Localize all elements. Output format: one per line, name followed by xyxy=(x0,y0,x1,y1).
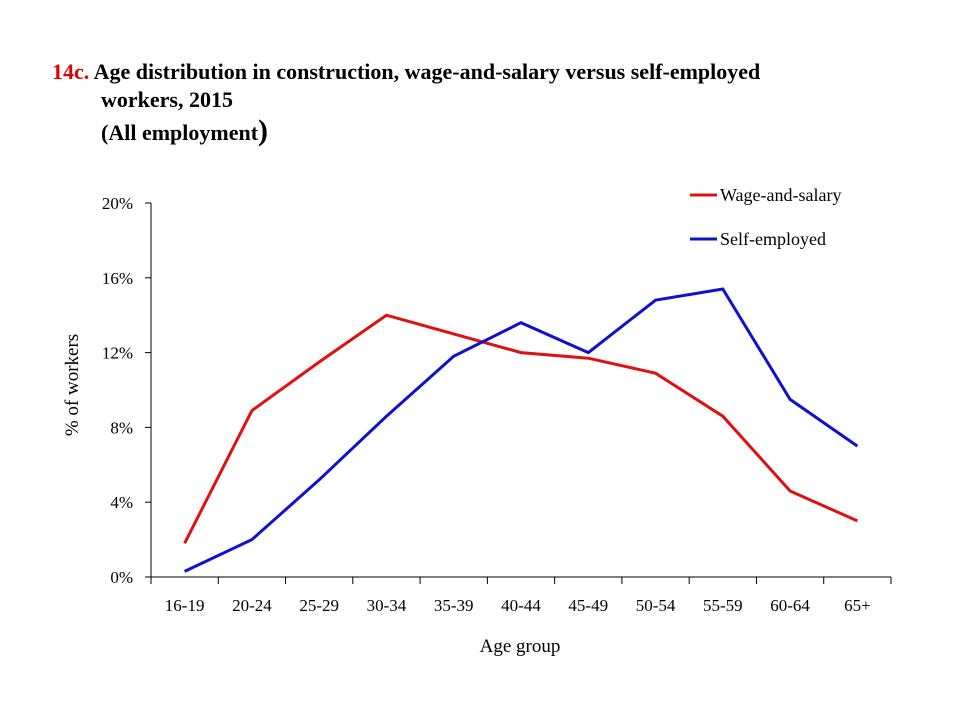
chart-series xyxy=(183,287,859,573)
chart-axes: 0% 4% 8% 12% 16% 20% 16-19 20-24 25-29 30-34 35-39… xyxy=(102,194,892,615)
x-tick-label: 16-19 xyxy=(165,596,205,615)
legend-label-2: Self-employed xyxy=(720,229,826,249)
figure-number: 14c. xyxy=(52,59,90,84)
x-tick-label: 35-39 xyxy=(434,596,474,615)
y-tick-label: 8% xyxy=(110,418,133,437)
x-tick-label: 45-49 xyxy=(568,596,608,615)
x-tick-label: 30-34 xyxy=(367,596,407,615)
title-text: Age distribution in construction, wage-a… xyxy=(93,59,761,84)
y-tick-label: 4% xyxy=(110,493,133,512)
series-line-2 xyxy=(183,287,859,573)
y-tick-label: 0% xyxy=(110,568,133,587)
x-axis-label: Age group xyxy=(480,636,561,657)
y-tick-label: 12% xyxy=(102,344,133,363)
title-line-3: (All employment) xyxy=(52,114,942,147)
y-tick-label: 16% xyxy=(102,269,133,288)
y-tick-label: 20% xyxy=(102,194,133,213)
title-subtitle-close: ) xyxy=(258,114,269,147)
x-tick-label: 60-64 xyxy=(770,596,810,615)
x-tick-label: 65+ xyxy=(844,596,871,615)
title-subtitle: (All employment xyxy=(101,120,259,145)
chart-legend: Wage-and-salary Self-employed xyxy=(690,185,841,249)
chart-title: 14c. Age distribution in construction, w… xyxy=(52,58,942,147)
x-tick-label: 25-29 xyxy=(299,596,339,615)
title-line-1: 14c. Age distribution in construction, w… xyxy=(52,58,942,86)
series-line-1 xyxy=(183,313,859,544)
x-tick-label: 55-59 xyxy=(703,596,743,615)
y-axis-label: % of workers xyxy=(62,334,83,436)
x-tick-label: 50-54 xyxy=(636,596,676,615)
title-line-2: workers, 2015 xyxy=(101,87,233,112)
x-tick-label: 40-44 xyxy=(501,596,541,615)
x-tick-label: 20-24 xyxy=(232,596,272,615)
legend-label-1: Wage-and-salary xyxy=(720,185,841,205)
